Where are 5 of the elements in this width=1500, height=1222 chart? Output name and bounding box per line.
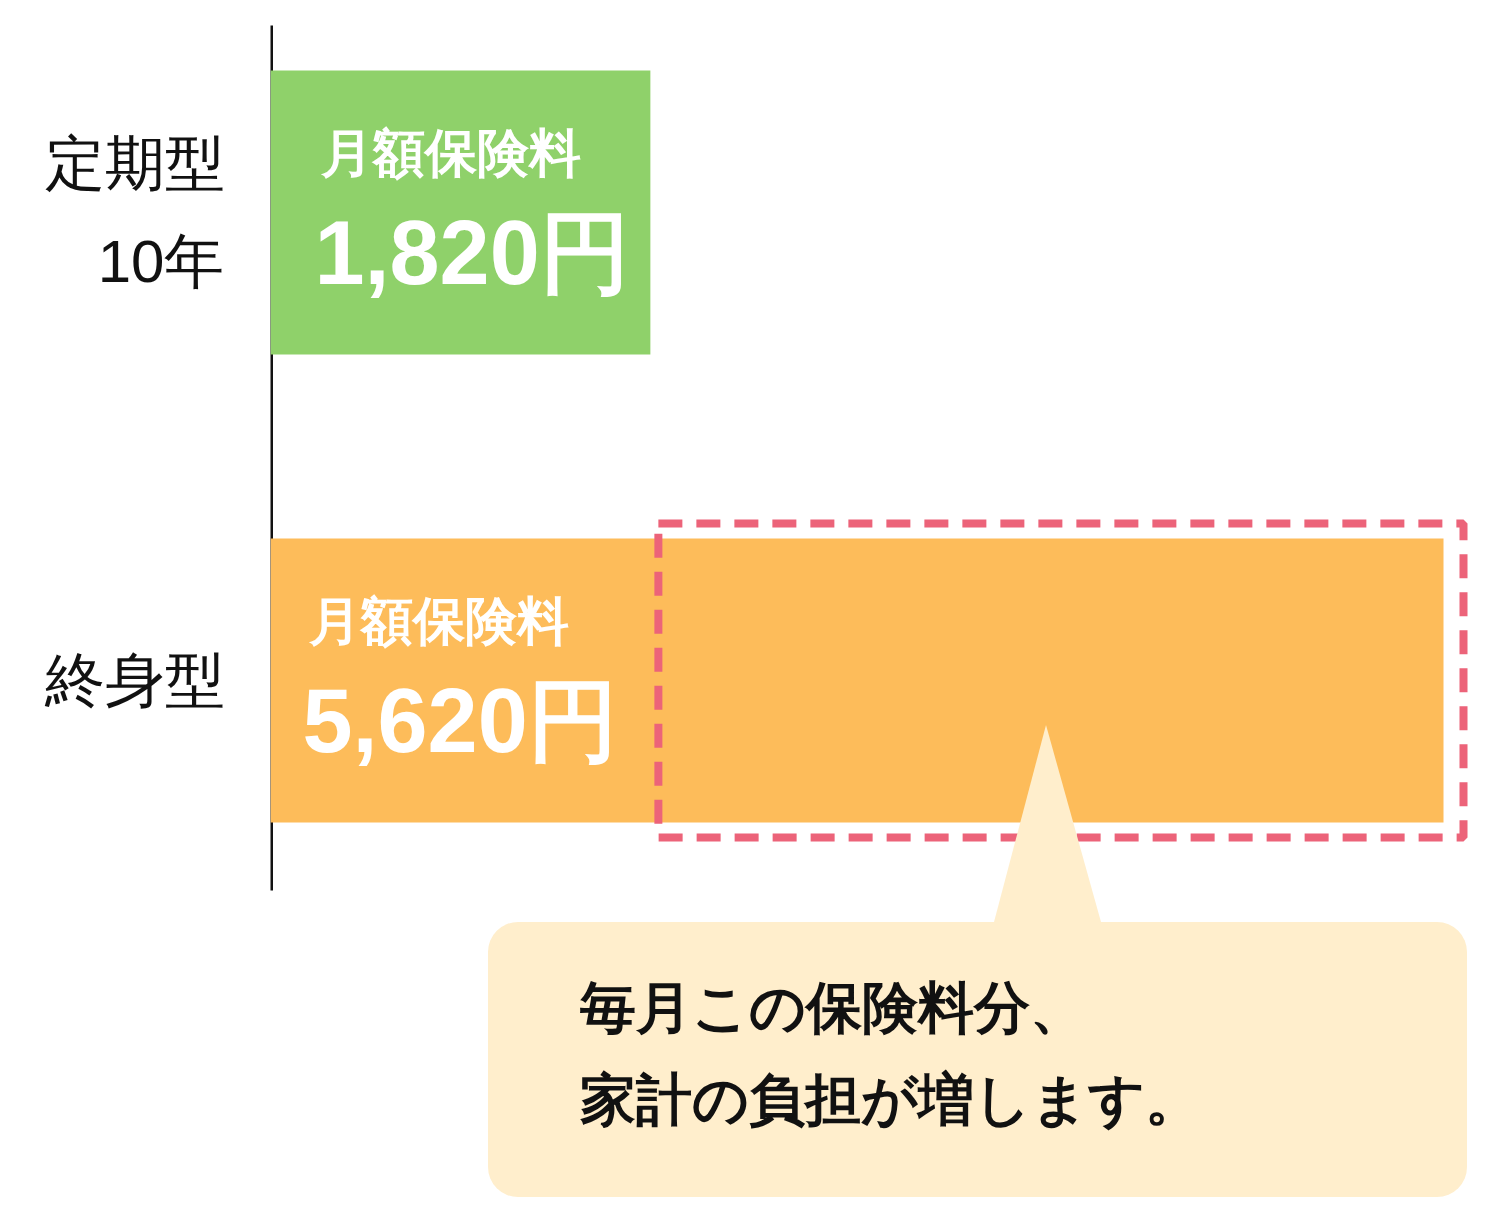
- data-label: 月額保険料 1,820円: [314, 123, 630, 303]
- y-tick-label: 定期型 10年: [44, 130, 225, 295]
- y-tick-label: 終身型: [43, 647, 225, 714]
- text: 毎月この保険料分、家計の負担が増します。: [580, 975, 1202, 1133]
- data-label: 月額保険料 5,620円: [302, 591, 618, 771]
